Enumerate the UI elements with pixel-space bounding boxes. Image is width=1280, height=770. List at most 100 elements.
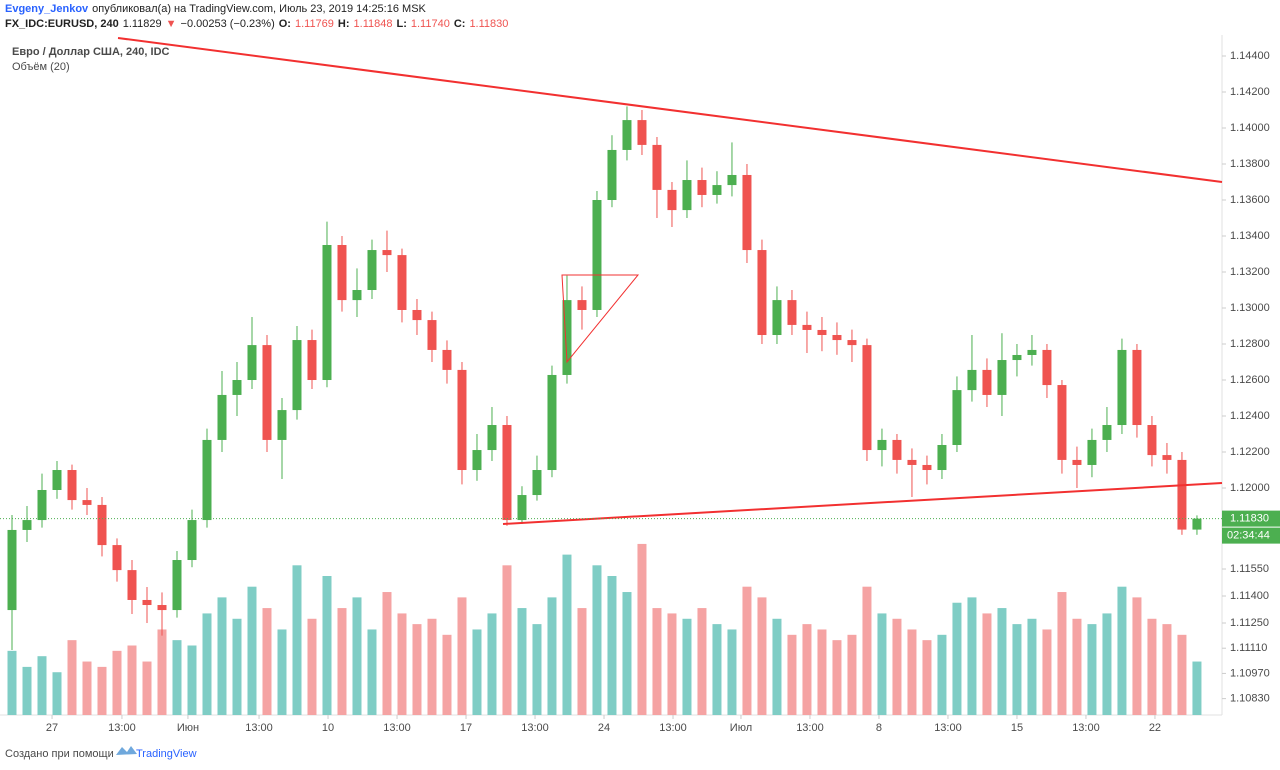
candle-body (202, 439, 212, 521)
candle-body (982, 369, 992, 395)
volume-bar (382, 592, 392, 715)
y-tick-label: 1.11550 (1230, 563, 1269, 575)
candle-body (907, 459, 917, 465)
trendline (502, 482, 1223, 525)
volume-bar (937, 634, 947, 715)
volume-bar (577, 608, 587, 715)
volume-bar (67, 640, 77, 715)
candle-body (1042, 349, 1052, 386)
candle-body (727, 174, 737, 186)
last-price-box (1222, 510, 1280, 527)
footer-brand[interactable]: TradingView (136, 748, 197, 760)
x-tick-label: 13:00 (796, 722, 824, 734)
candle-body (967, 369, 977, 391)
volume-bar (412, 624, 422, 715)
y-tick-label: 1.13600 (1230, 194, 1270, 206)
volume-bar (397, 613, 407, 715)
volume-bar (592, 565, 602, 715)
candle-body (7, 529, 17, 611)
x-tick-label: 17 (460, 722, 472, 734)
candle-body (97, 504, 107, 546)
y-tick-label: 1.12000 (1230, 482, 1270, 494)
candle-body (892, 439, 902, 460)
x-tick-label: Июл (730, 722, 752, 734)
candle-body (22, 520, 32, 530)
candle-body (292, 340, 302, 411)
volume-bar (892, 618, 902, 715)
volume-bar (292, 565, 302, 715)
volume-bar (532, 624, 542, 715)
candle-body (352, 290, 362, 301)
last-price: 1.11829 (122, 18, 162, 30)
candle-body (442, 349, 452, 370)
volume-bar (562, 554, 572, 715)
candle-body (1192, 518, 1202, 530)
x-tick-label: 13:00 (1072, 722, 1100, 734)
volume-bar (967, 597, 977, 715)
volume-bar (457, 597, 467, 715)
x-tick-label: 24 (598, 722, 610, 734)
volume-bar (337, 608, 347, 715)
volume-bar (277, 629, 287, 715)
candle-body (172, 560, 182, 611)
volume-bar (1132, 597, 1142, 715)
header-line-2: FX_IDC:EURUSD, 240 1.11829 ▼ −0.00253 (−… (5, 18, 508, 30)
y-tick-label: 1.12800 (1230, 338, 1270, 350)
candle-body (412, 309, 422, 321)
volume-bar (1117, 586, 1127, 715)
candle-body (517, 495, 527, 521)
candle-body (862, 345, 872, 451)
volume-bar (217, 597, 227, 715)
candle-body (112, 545, 122, 571)
change: −0.00253 (−0.23%) (180, 18, 275, 30)
o-label: O: (278, 18, 291, 30)
volume-bar (307, 618, 317, 715)
h-label: H: (337, 18, 350, 30)
volume-bar (322, 576, 332, 715)
published: опубликовал(а) на TradingView.com, Июль … (92, 3, 426, 15)
volume-bar (622, 592, 632, 715)
candle-body (637, 120, 647, 145)
candle-body (562, 300, 572, 375)
x-tick-label: 13:00 (383, 722, 411, 734)
volume-bar (7, 650, 17, 715)
candle-body (337, 245, 347, 301)
candle-body (187, 520, 197, 561)
candle-body (667, 189, 677, 211)
candle-body (427, 320, 437, 350)
volume-bar (1192, 661, 1202, 715)
x-tick-label: 13:00 (245, 722, 273, 734)
candle-body (532, 470, 542, 496)
candle-body (37, 489, 47, 521)
volume-bar (1177, 634, 1187, 715)
candle-body (922, 464, 932, 471)
candle-body (262, 345, 272, 440)
volume-bar (982, 613, 992, 715)
volume-bar (907, 629, 917, 715)
volume-bar (742, 586, 752, 715)
candle-body (1177, 459, 1187, 530)
volume-bar (97, 666, 107, 715)
trendline (117, 37, 1223, 183)
volume-bar (802, 624, 812, 715)
y-tick-label: 1.11110 (1230, 642, 1267, 654)
volume-bar (667, 613, 677, 715)
candle-body (757, 250, 767, 336)
volume-bar (847, 634, 857, 715)
volume-bar (787, 634, 797, 715)
x-tick-label: 13:00 (659, 722, 687, 734)
volume-bar (517, 608, 527, 715)
last-price-label: 1.11830 (1230, 513, 1269, 525)
candle-body (502, 425, 512, 521)
volume-bar (202, 613, 212, 715)
x-tick-label: 8 (876, 722, 882, 734)
volume-bar (82, 661, 92, 715)
candle-body (82, 500, 92, 505)
author[interactable]: Evgeny_Jenkov (5, 3, 89, 15)
candle-body (937, 444, 947, 471)
candle-body (1117, 349, 1127, 426)
candle-body (652, 144, 662, 190)
candle-body (547, 374, 557, 471)
candle-body (622, 120, 632, 150)
